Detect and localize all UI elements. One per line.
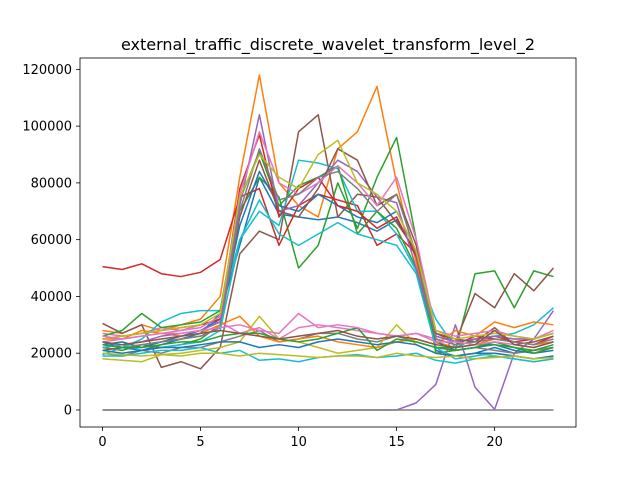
series-line-20 xyxy=(102,199,554,360)
series-line-26 xyxy=(102,329,554,349)
y-tick-label: 40000 xyxy=(31,290,72,305)
y-tick-label: 100000 xyxy=(22,120,72,135)
series-line-24 xyxy=(102,352,554,360)
x-tick-label: 15 xyxy=(388,435,405,450)
axes-frame xyxy=(79,57,577,428)
y-tick-label: 20000 xyxy=(31,347,72,362)
series-line-12 xyxy=(102,315,554,349)
x-tick-label: 5 xyxy=(196,435,204,450)
series-layer xyxy=(102,74,555,411)
series-line-8 xyxy=(102,329,554,357)
y-tick-label: 80000 xyxy=(31,176,72,191)
x-tick-label: 20 xyxy=(486,435,503,450)
series-line-25 xyxy=(102,312,554,349)
x-tick-label: 0 xyxy=(98,435,106,450)
series-line-21 xyxy=(102,338,554,360)
chart-title: external_traffic_discrete_wavelet_transf… xyxy=(121,35,535,55)
x-tick-label: 10 xyxy=(290,435,307,450)
series-line-19 xyxy=(102,139,554,340)
y-tick-label: 120000 xyxy=(22,63,72,78)
series-line-18 xyxy=(102,148,554,349)
y-tick-label: 60000 xyxy=(31,233,72,248)
axes-layer: 0 5 10 15 20 0 20000 40000 60000 80000 100000 12000… xyxy=(22,57,577,450)
y-tick-label: 0 xyxy=(64,403,72,418)
